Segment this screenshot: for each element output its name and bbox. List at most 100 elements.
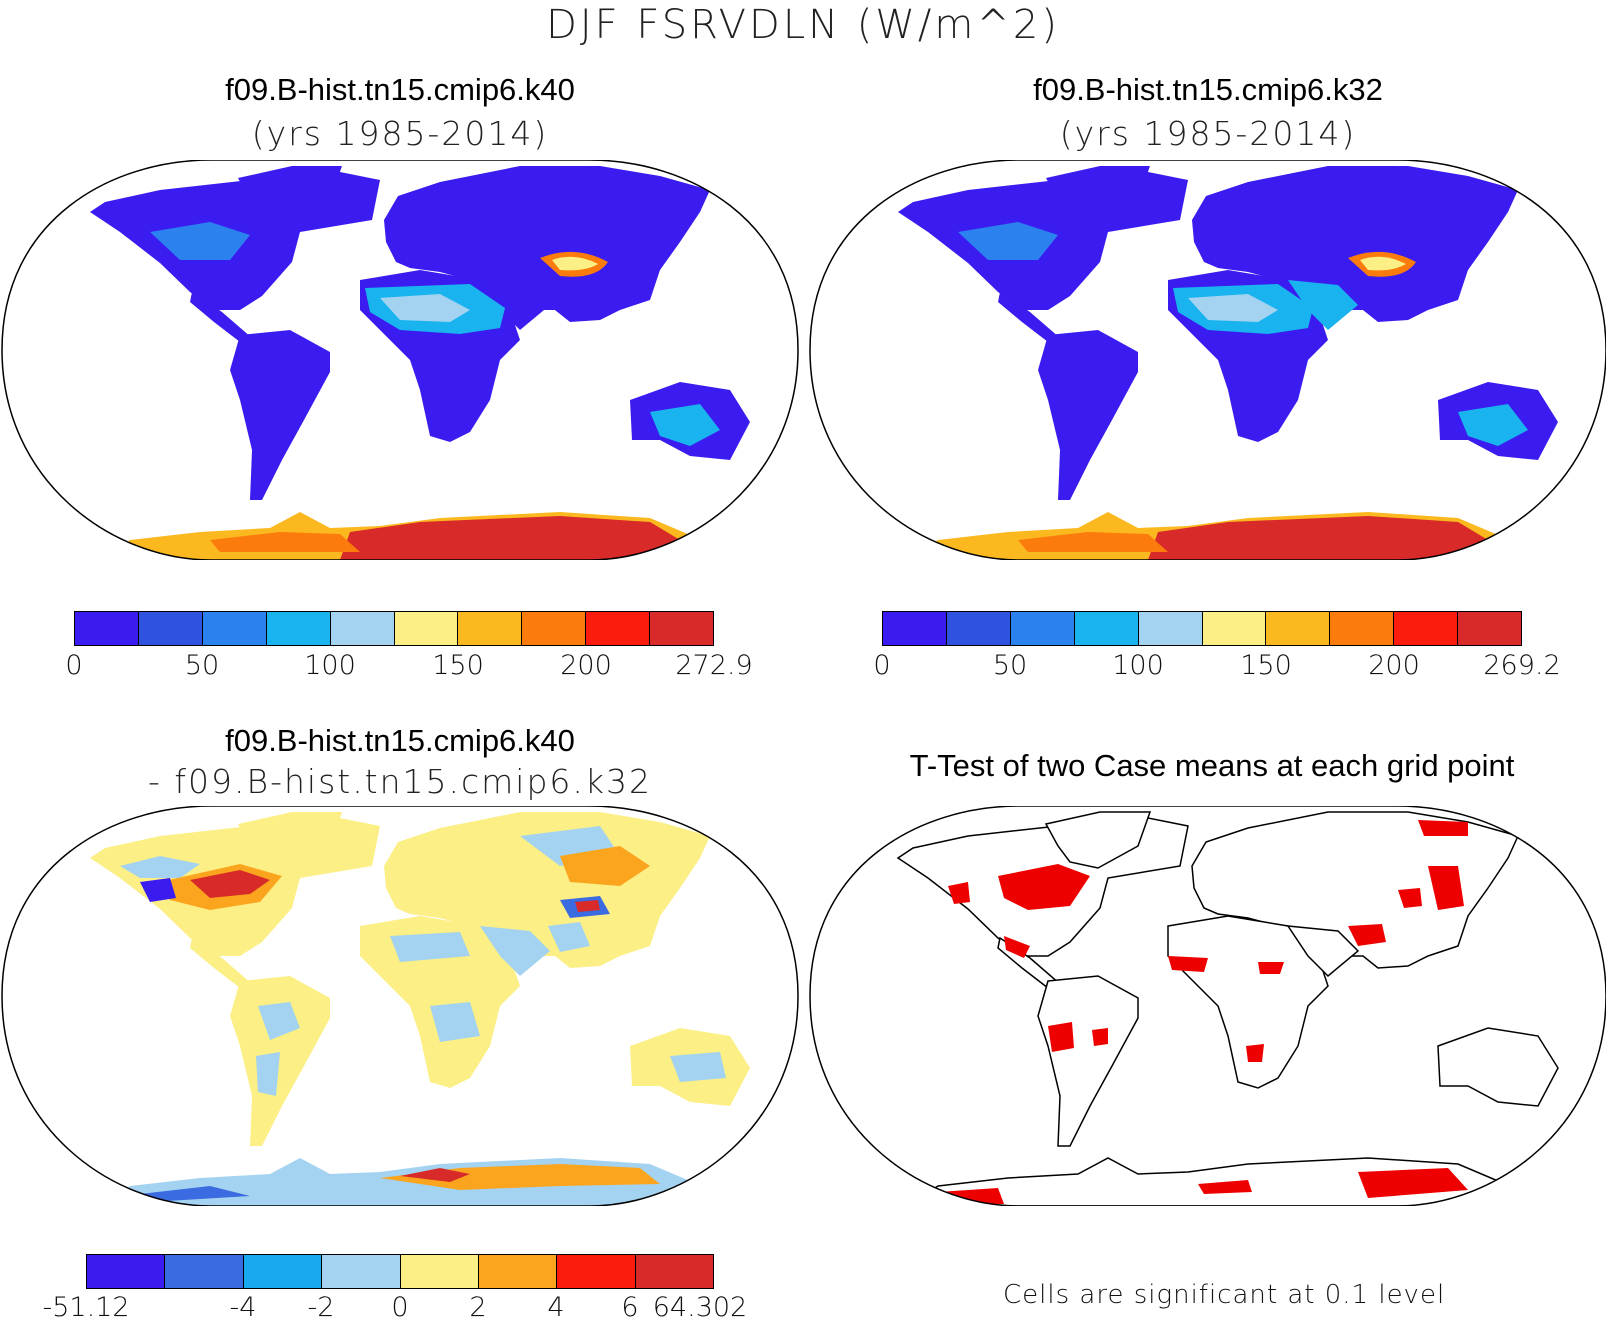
tick-label: 272.9 (675, 650, 753, 681)
land-south-america (230, 330, 330, 500)
land-arabia (480, 280, 550, 330)
colorbar-ticks-bottom-left: -51.12 -4 -2 0 2 4 6 64.302 (42, 1292, 747, 1326)
colorbar-cell (87, 1255, 166, 1288)
land-antarctica (905, 1157, 1510, 1206)
region-blue-patch-africa (430, 1002, 480, 1042)
sig-siberia (1418, 820, 1468, 836)
region-tibet-positive (575, 900, 600, 912)
tick-label: 150 (432, 650, 484, 681)
tick-label: -4 (229, 1292, 257, 1323)
colorbar-cell (138, 612, 203, 645)
land-south-america (1038, 330, 1138, 500)
sig-south-america (1048, 1022, 1074, 1052)
panel-subtitle-bottom-left: - f09.B-hist.tn15.cmip6.k32 (147, 762, 653, 801)
tick-label: 64.302 (652, 1292, 748, 1323)
land-arabia (1286, 925, 1360, 978)
colorbar-cell (165, 1255, 244, 1288)
colorbar-cell (1010, 612, 1075, 645)
region-blue-patch-sahara (390, 932, 470, 962)
colorbar-cell (557, 1255, 636, 1288)
region-tibet-core (552, 256, 598, 271)
sig-sahel (1168, 956, 1208, 972)
region-blue-patch-na (120, 856, 200, 878)
colorbar-cell (635, 1255, 713, 1288)
colorbar-cell (650, 612, 714, 645)
land-eurasia (1191, 811, 1520, 969)
colorbar-cell (1330, 612, 1395, 645)
colorbar-cell (1138, 612, 1203, 645)
colorbar-cell (400, 1255, 479, 1288)
colorbar-cell (1266, 612, 1331, 645)
region-australia-interior (650, 404, 720, 446)
region-blue-patch-sa2 (256, 1052, 280, 1096)
land-arabia (480, 926, 550, 976)
colorbar-ticks-top-left: 0 50 100 150 200 272.9 (65, 650, 752, 684)
tick-label: 0 (391, 1292, 409, 1323)
region-antarctica-negative (140, 1186, 250, 1202)
colorbar-cell (75, 612, 139, 645)
tick-label: 200 (1368, 650, 1420, 681)
map-bottom-right (809, 806, 1606, 1206)
land-central-america (998, 292, 1060, 342)
sig-india (1348, 924, 1386, 946)
tick-label: 0 (873, 650, 891, 681)
map-outline (1, 160, 799, 560)
region-tibet-core (1360, 256, 1406, 271)
land-greenland (1046, 166, 1150, 222)
panel-subtitle-top-right: (yrs 1985-2014) (1059, 114, 1357, 153)
colorbar-cell (883, 612, 947, 645)
land-south-america (230, 976, 330, 1146)
colorbar-cell (394, 612, 459, 645)
sig-east-north-america (998, 864, 1090, 910)
colorbar-cell (522, 612, 587, 645)
map-bottom-left (1, 806, 799, 1206)
colorbar-cell (478, 1255, 558, 1288)
region-india-mix (548, 922, 590, 952)
tick-label: 200 (560, 650, 612, 681)
region-antarctica-interior (1148, 516, 1488, 560)
panel-title-bottom-left: f09.B-hist.tn15.cmip6.k40 (225, 723, 575, 758)
region-north-america-mid (150, 222, 250, 260)
tick-label: 2 (469, 1292, 487, 1323)
region-na-negative (140, 878, 176, 902)
land-greenland (238, 812, 342, 868)
region-antarctica-interior (340, 516, 680, 560)
tick-label: 100 (304, 650, 356, 681)
land-central-america (190, 292, 252, 342)
tick-label: 0 (65, 650, 83, 681)
map-top-left (1, 160, 799, 560)
sig-antarctica-mid (1198, 1180, 1252, 1194)
region-antarctica-coast-orange (210, 532, 360, 552)
colorbar-cell (1458, 612, 1522, 645)
sig-sahel-east (1258, 962, 1284, 974)
colorbar-cell (266, 612, 331, 645)
tick-label: 50 (992, 650, 1028, 681)
region-na-strong-positive (190, 870, 270, 898)
sig-china (1398, 888, 1422, 908)
region-sahara-core (1188, 294, 1278, 322)
figure-title: DJF FSRVDLN (W/m^2) (546, 2, 1060, 48)
colorbar-cell (1394, 612, 1459, 645)
colorbar-cell (946, 612, 1011, 645)
panel-title-bottom-right: T-Test of two Case means at each grid po… (909, 748, 1515, 783)
colorbar-cell (330, 612, 395, 645)
sig-south-america-2 (1092, 1028, 1108, 1046)
colorbar-ticks-top-right: 0 50 100 150 200 269.2 (873, 650, 1560, 684)
panel-title-top-right: f09.B-hist.tn15.cmip6.k32 (1033, 72, 1383, 107)
tick-label: -51.12 (42, 1292, 130, 1323)
colorbar-cell (1202, 612, 1267, 645)
colorbar-bottom-left (86, 1254, 714, 1289)
region-sahara-core (380, 294, 470, 322)
land-south-america (1037, 975, 1139, 1147)
colorbar-top-right (882, 611, 1522, 646)
region-blue-patch-australia (670, 1052, 726, 1082)
colorbar-cell (586, 612, 651, 645)
land-eurasia (1192, 166, 1518, 322)
region-north-america-mid (958, 222, 1058, 260)
land-greenland (238, 166, 342, 222)
land-australia (1437, 1027, 1559, 1107)
tick-label: 100 (1112, 650, 1164, 681)
map-outline (809, 806, 1606, 1206)
tick-label: 4 (547, 1292, 565, 1323)
land-greenland (1044, 811, 1152, 869)
